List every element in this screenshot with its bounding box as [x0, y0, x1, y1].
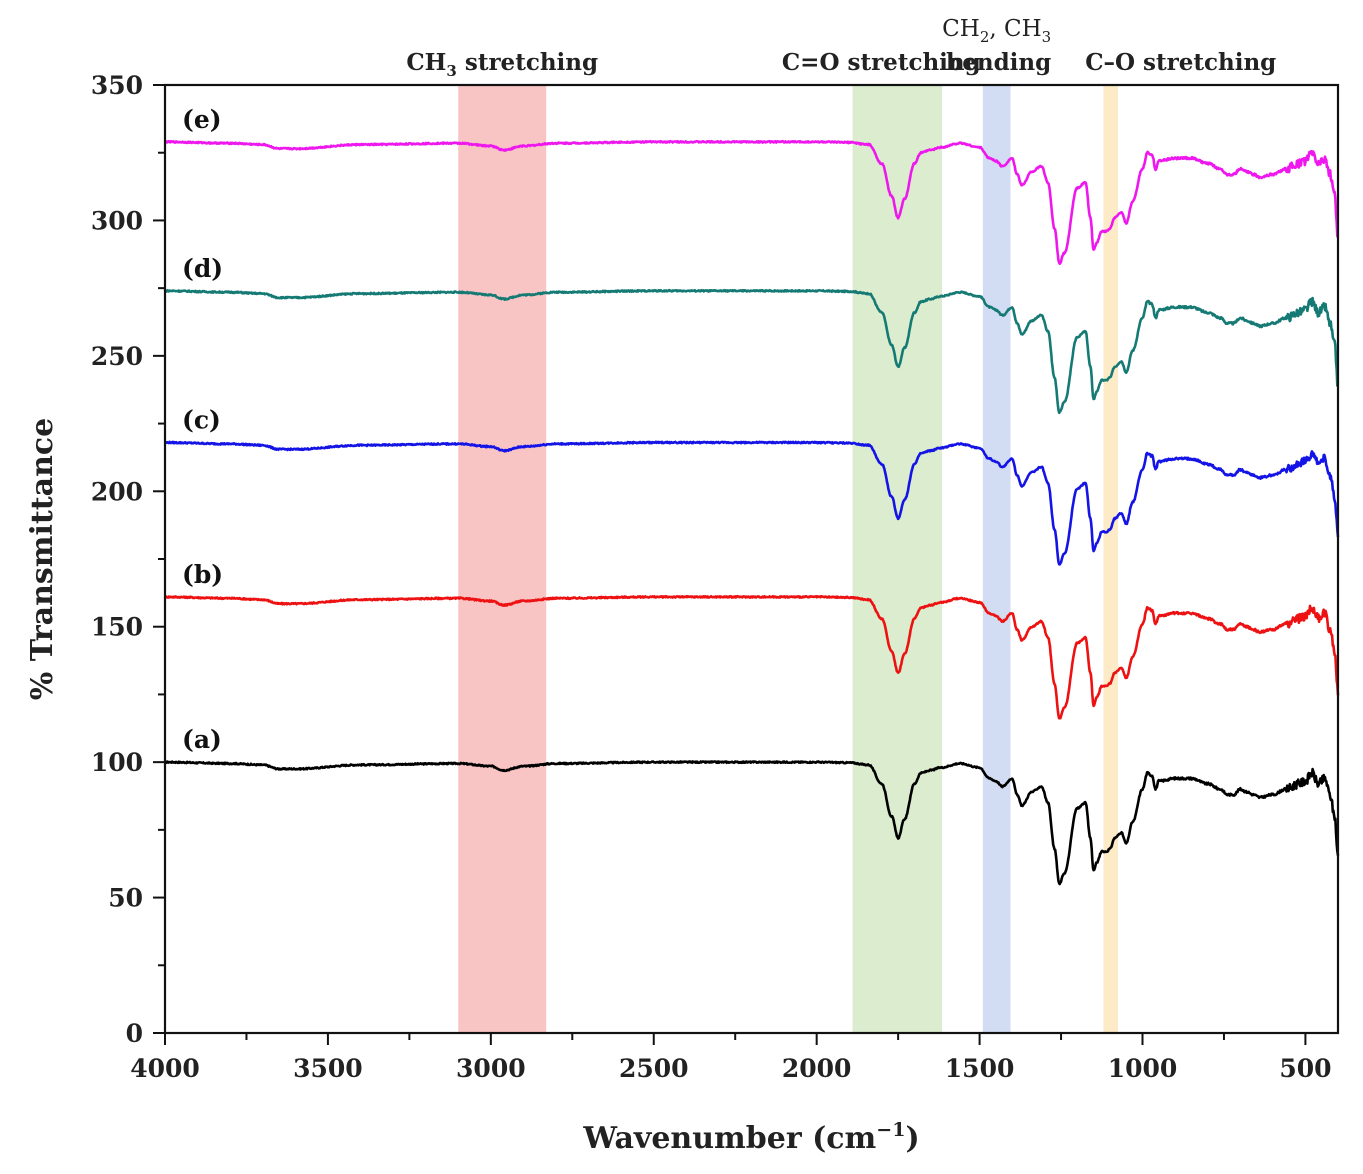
chart-labels: Wavenumber (cm−1) % Transmittance (a) (b) (c…	[25, 16, 1276, 1156]
plot-frame	[163, 83, 1340, 1035]
y-tick-label: 150	[91, 613, 143, 642]
series-label-a: (a)	[182, 725, 222, 754]
series-label-c: (c)	[182, 406, 221, 435]
region-band-ch2-ch3-bending	[982, 85, 1011, 1033]
x-tick-label: 1000	[1108, 1054, 1178, 1083]
x-tick-label: 4000	[130, 1054, 200, 1083]
y-tick-label: 250	[91, 342, 143, 371]
series-line-b	[163, 594, 1340, 720]
y-tick-label: 100	[91, 748, 143, 777]
y-tick-label: 200	[91, 477, 143, 506]
series-line-a	[164, 760, 1340, 886]
x-tick-label: 1500	[945, 1054, 1015, 1083]
y-axis-title: % Transmittance	[25, 418, 60, 701]
x-tick-label: 3000	[456, 1054, 526, 1083]
highlight-regions	[458, 85, 1119, 1033]
region-band-ch3-stretching	[458, 85, 547, 1033]
series-label-e: (e)	[182, 105, 222, 134]
x-tick-label: 500	[1279, 1054, 1331, 1083]
series-label-d: (d)	[182, 254, 223, 283]
region-label-co-double-stretching: C=O stretching	[782, 49, 981, 76]
series-line-d	[164, 288, 1340, 415]
x-tick-label: 2500	[619, 1054, 689, 1083]
y-tick-label: 0	[126, 1019, 143, 1048]
series-line-c	[164, 440, 1340, 566]
axis-ticks: 4000 3500 3000 2500 2000 1500 1000 500 0 50 100 150…	[91, 71, 1332, 1083]
series-line-e	[164, 139, 1340, 265]
y-tick-label: 50	[108, 884, 143, 913]
x-axis-title: Wavenumber (cm−1)	[582, 1119, 919, 1156]
region-band-co-single-stretching	[1103, 85, 1119, 1033]
region-band-co-double-stretching	[852, 85, 943, 1033]
region-label-ch3-stretching: CH3 stretching	[406, 49, 598, 80]
series-label-b: (b)	[182, 560, 223, 589]
region-label-ch2-ch3-bending-line2: bending	[946, 49, 1051, 76]
spectrum-series	[163, 139, 1340, 886]
y-tick-label: 350	[91, 71, 143, 100]
region-label-ch2-ch3-bending-line1: CH2, CH3	[942, 16, 1051, 46]
y-tick-label: 300	[91, 206, 143, 235]
x-tick-label: 2000	[782, 1054, 852, 1083]
region-label-co-single-stretching: C–O stretching	[1085, 49, 1276, 76]
x-tick-label: 3500	[293, 1054, 363, 1083]
